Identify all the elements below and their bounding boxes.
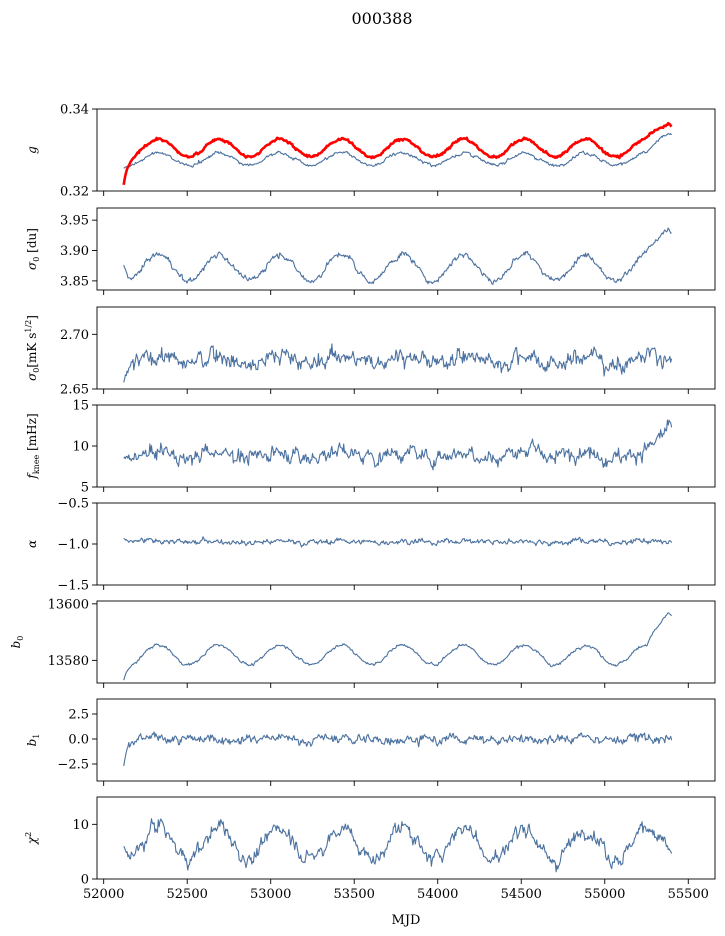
axes-frame (96, 306, 716, 390)
y-tick-label: 13600 (48, 597, 89, 612)
y-tick-label: −1.5 (57, 579, 89, 594)
y-axis-label-part: b (25, 739, 39, 747)
y-axis-label: σ0[mK s1/2] (24, 315, 41, 381)
axes-frame (96, 600, 716, 684)
y-axis-label-part: σ (25, 372, 39, 381)
x-tick-label: 55000 (584, 887, 625, 902)
y-tick-label: 13580 (48, 654, 89, 669)
y-tick-label: 0.0 (68, 733, 89, 748)
panel-sigma-mk: 2.65 2.70 σ0[mK s1/2] (24, 306, 716, 398)
y-axis-label: b1 (25, 734, 41, 747)
axes-frame (96, 502, 716, 586)
panel-chi2: 0 10 52000 52500 53000 53500 54000 54500 55000 55… (24, 796, 716, 902)
y-axis-label-part: knee (32, 454, 41, 474)
series-group (123, 612, 673, 681)
y-axis-label: b0 (9, 636, 25, 649)
axes-frame (96, 796, 716, 880)
series-line (123, 731, 673, 767)
y-axis-label-part: 1/2 (24, 320, 33, 333)
series-group (123, 818, 673, 873)
y-axis-label: α (25, 540, 39, 548)
axes-frame (96, 404, 716, 488)
y-tick-label: 10 (72, 440, 89, 455)
series-line (123, 536, 673, 548)
y-axis-label-part: α (25, 540, 39, 548)
series-line (123, 612, 673, 681)
y-axis-label-part: 0 (32, 257, 41, 262)
y-axis-label-part: g (25, 146, 39, 154)
y-axis-label: χ2 (24, 832, 39, 845)
axes-frame (96, 698, 716, 782)
y-tick-label: 3.85 (60, 274, 89, 289)
y-tick-label: 0.34 (60, 103, 89, 118)
y-tick-label: 2.70 (60, 328, 89, 343)
y-axis-label-part: [mHz] (25, 413, 39, 454)
y-tick-label: −2.5 (57, 758, 89, 773)
x-tick-label: 52000 (83, 887, 124, 902)
y-tick-label: 2.65 (60, 383, 89, 398)
x-tick-label: 54500 (501, 887, 542, 902)
axes-frame (96, 108, 716, 192)
panel-b1: −2.5 0.0 2.5 b1 (25, 698, 716, 786)
y-tick-label: 2.5 (68, 708, 89, 723)
x-tick-label: 53000 (250, 887, 291, 902)
series-line (123, 132, 673, 169)
y-axis-label: σ0 [du] (25, 228, 41, 270)
series-group (123, 731, 673, 767)
y-axis-label-part: [mK s (25, 333, 39, 368)
series-line (122, 121, 673, 186)
y-tick-label: 0 (81, 873, 89, 888)
y-tick-label: −1.0 (57, 538, 89, 553)
y-axis-label-part: χ (25, 836, 39, 845)
series-line (123, 227, 672, 285)
panel-g: 0.32 0.34 g (25, 103, 716, 200)
y-tick-label: 10 (72, 818, 89, 833)
y-axis-label-part: 1 (32, 734, 41, 739)
y-tick-label: 0.32 (60, 185, 89, 200)
y-tick-label: 3.95 (60, 214, 89, 229)
y-axis-label-part: ] (25, 315, 39, 320)
y-axis-label-part: σ (25, 261, 39, 270)
panel-sigma-du: 3.85 3.90 3.95 σ0 [du] (25, 207, 716, 295)
x-tick-label: 55500 (668, 887, 709, 902)
y-tick-label: 5 (81, 481, 89, 496)
y-axis-label: fknee [mHz] (25, 413, 41, 479)
y-tick-label: 3.90 (60, 244, 89, 259)
y-axis-label-part: b (9, 641, 23, 649)
y-tick-label: 15 (72, 399, 89, 414)
series-line (123, 343, 673, 383)
axes-frame (96, 207, 716, 291)
panel-alpha: −1.5 −1.0 −0.5 α (25, 497, 716, 594)
y-axis-label-part: [du] (25, 228, 39, 257)
panel-b0: 13580 13600 b0 (9, 597, 716, 688)
series-group (123, 536, 673, 548)
y-axis-label-part: 2 (24, 832, 33, 837)
panel-fknee: 5 10 15 fknee [mHz] (25, 399, 716, 496)
y-tick-label: −0.5 (57, 497, 89, 512)
x-tick-label: 52500 (167, 887, 208, 902)
series-line (123, 818, 673, 873)
series-group (122, 121, 673, 186)
y-axis-label: g (25, 146, 39, 154)
series-line (123, 419, 673, 471)
y-axis-label-part: f (25, 472, 39, 480)
series-group (123, 419, 673, 471)
x-tick-label: 53500 (334, 887, 375, 902)
y-axis-label-part: 0 (32, 368, 41, 373)
x-axis-label: MJD (392, 913, 421, 928)
series-group (123, 227, 672, 285)
series-group (123, 343, 673, 383)
figure-title: 000388 (351, 9, 412, 28)
y-axis-label-part: 0 (16, 636, 25, 641)
x-tick-label: 54000 (417, 887, 458, 902)
